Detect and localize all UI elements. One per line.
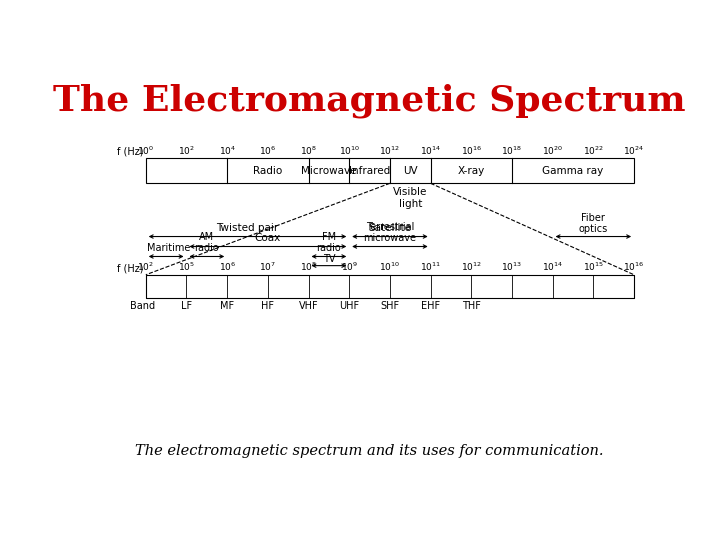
Text: Band: Band (130, 301, 156, 311)
Text: Visible
light: Visible light (393, 187, 428, 209)
Text: 10$^{14}$: 10$^{14}$ (420, 144, 441, 157)
Text: 10$^{8}$: 10$^{8}$ (300, 144, 317, 157)
Text: 10$^{8}$: 10$^{8}$ (300, 261, 317, 273)
Text: 10$^{16}$: 10$^{16}$ (624, 261, 644, 273)
Text: MF: MF (220, 301, 234, 311)
Text: 10$^{20}$: 10$^{20}$ (542, 144, 563, 157)
Text: FM
radio: FM radio (317, 232, 341, 253)
Text: 10$^{9}$: 10$^{9}$ (341, 261, 358, 273)
Text: The Electromagnetic Spectrum: The Electromagnetic Spectrum (53, 84, 685, 118)
Text: Gamma ray: Gamma ray (542, 166, 603, 176)
Text: 10$^{12}$: 10$^{12}$ (379, 144, 400, 157)
Text: 10$^{16}$: 10$^{16}$ (461, 144, 482, 157)
Text: THF: THF (462, 301, 481, 311)
Text: Fiber
optics: Fiber optics (579, 213, 608, 234)
Text: 10$^{14}$: 10$^{14}$ (542, 261, 563, 273)
Text: 10$^{12}$: 10$^{12}$ (461, 261, 482, 273)
Text: 10$^{15}$: 10$^{15}$ (583, 261, 604, 273)
Text: 10$^{6}$: 10$^{6}$ (219, 261, 236, 273)
Text: f (Hz): f (Hz) (117, 263, 143, 273)
Text: SHF: SHF (380, 301, 400, 311)
Text: 10$^{0}$: 10$^{0}$ (138, 144, 154, 157)
Text: 10$^{10}$: 10$^{10}$ (379, 261, 400, 273)
Bar (145, 275, 634, 298)
Text: 10$^{13}$: 10$^{13}$ (501, 261, 523, 273)
Text: EHF: EHF (421, 301, 440, 311)
Text: UV: UV (403, 166, 418, 176)
Text: AM
radio: AM radio (194, 232, 219, 253)
Text: f (Hz): f (Hz) (117, 147, 143, 157)
Bar (145, 158, 634, 183)
Text: 10$^{22}$: 10$^{22}$ (583, 144, 604, 157)
Text: 10$^{5}$: 10$^{5}$ (178, 261, 195, 273)
Text: 10$^{10}$: 10$^{10}$ (338, 144, 360, 157)
Text: Satellite: Satellite (369, 223, 411, 233)
Text: Coax: Coax (255, 233, 281, 243)
Text: 10$^{2}$: 10$^{2}$ (178, 144, 195, 157)
Text: Maritime: Maritime (147, 243, 190, 253)
Text: LF: LF (181, 301, 192, 311)
Text: The electromagnetic spectrum and its uses for communication.: The electromagnetic spectrum and its use… (135, 444, 603, 458)
Text: TV: TV (323, 254, 335, 264)
Text: 10$^{6}$: 10$^{6}$ (259, 144, 276, 157)
Text: Microwave: Microwave (301, 166, 356, 176)
Text: 10$^{2}$: 10$^{2}$ (138, 261, 154, 273)
Text: Twisted pair: Twisted pair (217, 223, 279, 233)
Text: 10$^{24}$: 10$^{24}$ (624, 144, 644, 157)
Text: Infrared: Infrared (349, 166, 390, 176)
Text: 10$^{11}$: 10$^{11}$ (420, 261, 441, 273)
Text: X-ray: X-ray (458, 166, 485, 176)
Text: 10$^{7}$: 10$^{7}$ (259, 261, 276, 273)
Text: UHF: UHF (339, 301, 359, 311)
Text: Radio: Radio (253, 166, 282, 176)
Text: 10$^{18}$: 10$^{18}$ (501, 144, 523, 157)
Text: VHF: VHF (299, 301, 318, 311)
Text: HF: HF (261, 301, 274, 311)
Text: Terrestrial
microwave: Terrestrial microwave (364, 221, 416, 243)
Text: 10$^{4}$: 10$^{4}$ (219, 144, 235, 157)
